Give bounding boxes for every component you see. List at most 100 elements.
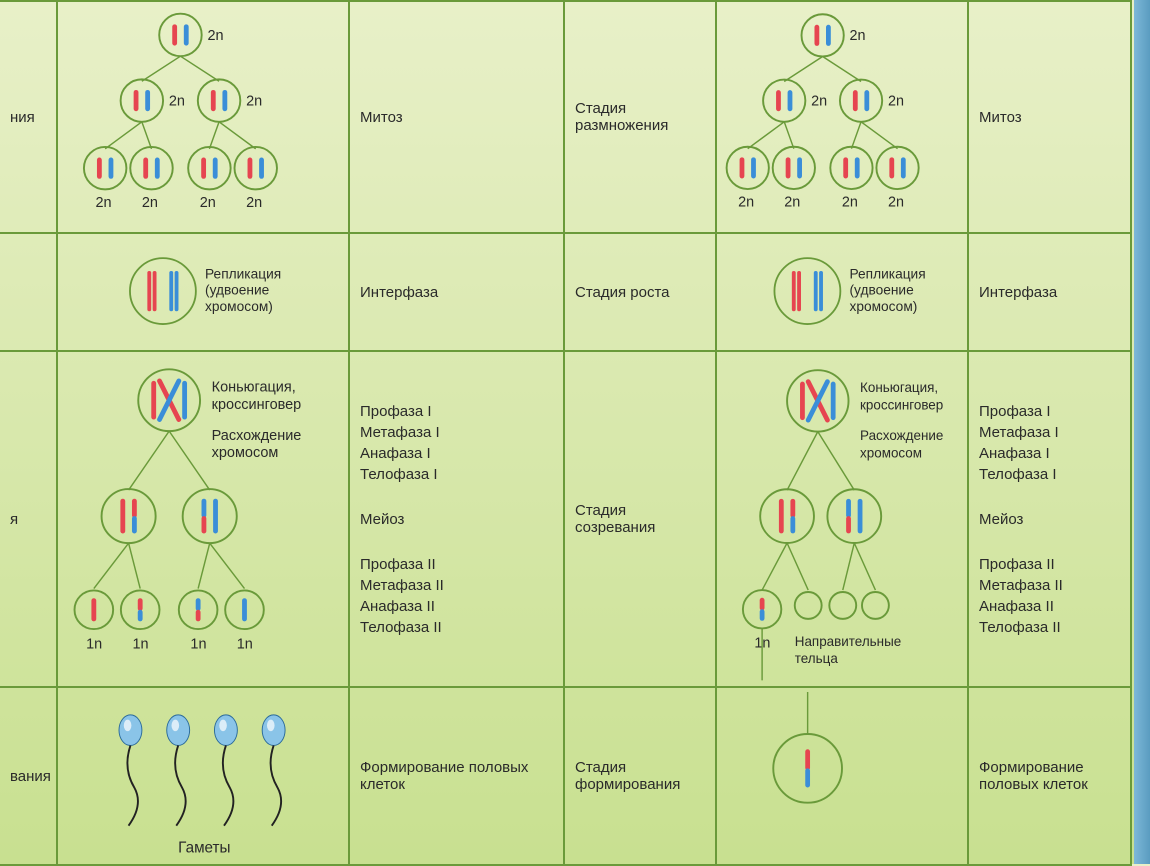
meiosis-left: Коньюгация,кроссинговер Расхождениехромос… [62, 356, 344, 682]
svg-text:Коньюгация,: Коньюгация, [212, 380, 296, 396]
row4-right-side: Стадия формирования [565, 688, 717, 866]
phase: Анафаза II [360, 598, 553, 615]
svg-text:2n: 2n [246, 195, 262, 211]
label: Митоз [360, 109, 553, 126]
row3-left-side: я [0, 352, 58, 688]
phase: Телофаза I [979, 466, 1120, 483]
row4-right-phase: Формирование половых клеток [969, 688, 1132, 866]
phase: Мейоз [979, 511, 1120, 528]
phase: Профаза I [979, 403, 1120, 420]
row3-right-diagram: Коньюгация, кроссинговер Расхождение хромос… [717, 352, 969, 688]
row4-left-side: вания [0, 688, 58, 866]
row1-right-phase: Митоз [969, 2, 1132, 234]
row2-right-diagram: Репликация (удвоениехромосом) [717, 234, 969, 352]
svg-text:Расхождение: Расхождение [860, 428, 943, 443]
row4-left-diagram: Гаметы [58, 688, 350, 866]
svg-text:Расхождение: Расхождение [212, 428, 302, 444]
svg-text:Репликация: Репликация [205, 266, 281, 281]
label: Стадия созревания [575, 502, 705, 536]
svg-text:2n: 2n [142, 195, 158, 211]
svg-text:хромосом: хромосом [860, 446, 922, 461]
label: Формирование половых клеток [979, 759, 1120, 793]
gametes-right [721, 692, 963, 860]
row2-right-phase: Интерфаза [969, 234, 1132, 352]
row3-left-diagram: Коньюгация,кроссинговер Расхождениехромос… [58, 352, 350, 688]
mitosis-tree-left: 2n 2n 2n 2n 2n 2n 2n [62, 6, 344, 228]
phase: Мейоз [360, 511, 553, 528]
meiosis-right: Коньюгация, кроссинговер Расхождение хромос… [721, 356, 963, 682]
label: Интерфаза [979, 284, 1120, 301]
row4-left-phase: Формирование половых клеток [350, 688, 565, 866]
row2-right-side: Стадия роста [565, 234, 717, 352]
row2-left-side [0, 234, 58, 352]
svg-text:2n: 2n [96, 195, 112, 211]
phase: Телофаза II [360, 619, 553, 636]
svg-text:2n: 2n [842, 194, 858, 210]
gametogenesis-table: ния 2n 2n 2n 2n 2n 2n 2n Митоз Стадия размноже… [0, 0, 1132, 864]
row3-right-phase: Профаза I Метафаза I Анафаза I Телофаза … [969, 352, 1132, 688]
right-edge-decoration [1134, 0, 1150, 864]
label: Стадия размножения [575, 100, 705, 134]
label: Стадия формирования [575, 759, 705, 793]
svg-text:кроссинговер: кроссинговер [860, 398, 943, 413]
svg-text:Направительные: Направительные [795, 634, 901, 649]
gametes-left: Гаметы [62, 692, 344, 860]
interphase-left: Репликация (удвоениехромосом) [62, 238, 344, 346]
svg-text:(удвоение: (удвоение [850, 283, 915, 298]
svg-text:хромосом): хромосом) [850, 299, 918, 314]
row1-left-phase: Митоз [350, 2, 565, 234]
svg-text:2n: 2n [888, 93, 904, 109]
svg-text:1n: 1n [190, 636, 206, 652]
row2-left-diagram: Репликация (удвоениехромосом) [58, 234, 350, 352]
svg-text:1n: 1n [237, 636, 253, 652]
svg-text:2n: 2n [811, 93, 827, 109]
svg-text:2n: 2n [246, 93, 262, 109]
phase: Анафаза I [979, 445, 1120, 462]
row3-left-phase: Профаза I Метафаза I Анафаза I Телофаза … [350, 352, 565, 688]
svg-text:Репликация: Репликация [850, 266, 926, 281]
phase: Метафаза II [360, 577, 553, 594]
phase: Метафаза II [979, 577, 1120, 594]
phase: Профаза I [360, 403, 553, 420]
svg-text:2n: 2n [850, 28, 866, 44]
svg-text:(удвоение: (удвоение [205, 283, 270, 298]
svg-text:2n: 2n [200, 195, 216, 211]
row1-left-side: ния [0, 2, 58, 234]
row1-right-side: Стадия размножения [565, 2, 717, 234]
svg-text:хромосом): хромосом) [205, 299, 273, 314]
svg-text:2n: 2n [784, 194, 800, 210]
svg-text:Коньюгация,: Коньюгация, [860, 380, 938, 395]
label: Формирование половых клеток [360, 759, 553, 793]
svg-text:2n: 2n [738, 194, 754, 210]
phase: Профаза II [979, 556, 1120, 573]
label: вания [10, 768, 46, 785]
row1-left-diagram: 2n 2n 2n 2n 2n 2n 2n [58, 2, 350, 234]
label: Митоз [979, 109, 1120, 126]
phase: Профаза II [360, 556, 553, 573]
phase: Телофаза I [360, 466, 553, 483]
svg-text:кроссинговер: кроссинговер [212, 397, 302, 413]
svg-text:тельца: тельца [795, 651, 839, 666]
mitosis-tree-right: 2n 2n 2n 2n 2n 2n 2n [721, 6, 963, 228]
phase: Анафаза II [979, 598, 1120, 615]
interphase-right: Репликация (удвоениехромосом) [721, 238, 963, 346]
svg-text:Гаметы: Гаметы [178, 839, 230, 856]
svg-text:1n: 1n [86, 636, 102, 652]
label: ния [10, 109, 46, 126]
phase: Метафаза I [360, 424, 553, 441]
label: я [10, 511, 46, 528]
svg-text:хромосом: хромосом [212, 445, 279, 461]
label: Стадия роста [575, 284, 705, 301]
phase: Телофаза II [979, 619, 1120, 636]
svg-text:2n: 2n [888, 194, 904, 210]
svg-text:2n: 2n [207, 28, 223, 44]
row3-right-side: Стадия созревания [565, 352, 717, 688]
row1-right-diagram: 2n 2n 2n 2n 2n 2n 2n [717, 2, 969, 234]
phase: Анафаза I [360, 445, 553, 462]
phase: Метафаза I [979, 424, 1120, 441]
row4-right-diagram [717, 688, 969, 866]
svg-text:1n: 1n [132, 636, 148, 652]
label: Интерфаза [360, 284, 553, 301]
svg-text:2n: 2n [169, 93, 185, 109]
row2-left-phase: Интерфаза [350, 234, 565, 352]
